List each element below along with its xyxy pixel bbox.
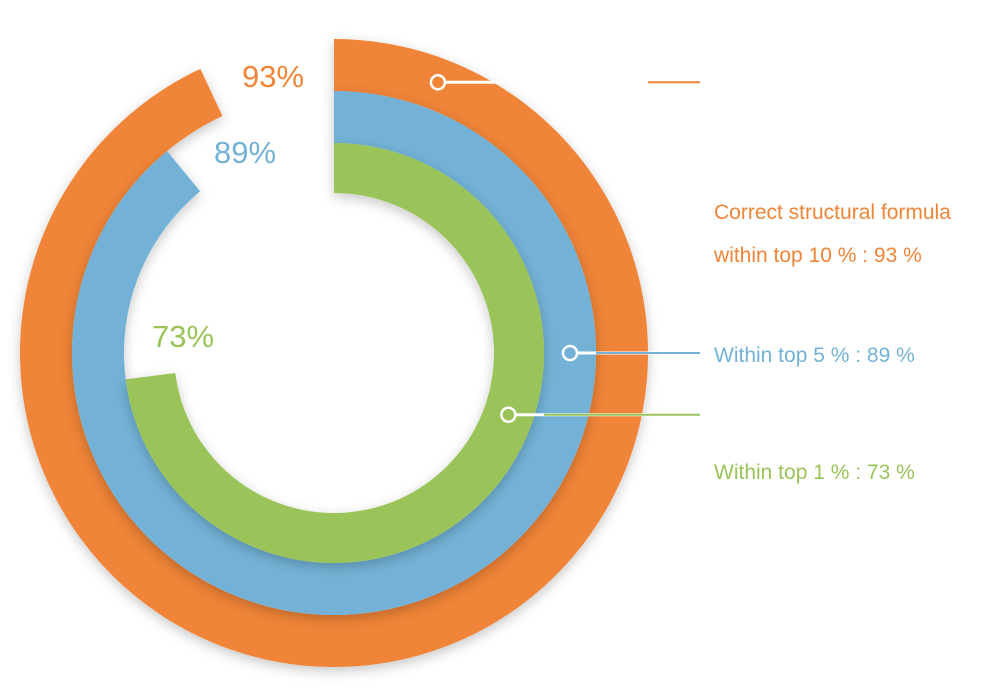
legend-text-73-line-1: Within top 1 % : 73 %: [714, 461, 915, 484]
value-label-93: 93%: [242, 59, 304, 94]
legend-text-93-line-2: within top 10 % : 93 %: [713, 244, 922, 267]
legend-group: Correct structural formula within top 10 …: [429, 74, 951, 484]
rings-group: [19, 39, 648, 667]
value-label-73: 73%: [152, 319, 214, 354]
legend-dot-89: [561, 344, 579, 362]
legend-dot-93: [429, 74, 447, 91]
legend-dot-73: [500, 406, 517, 424]
legend-text-93-line-1: Correct structural formula: [714, 201, 951, 224]
value-label-89: 89%: [214, 135, 276, 170]
value-labels-group: 93% 89% 73%: [152, 59, 304, 354]
legend-text-89-line-1: Within top 5 % : 89 %: [714, 344, 915, 367]
